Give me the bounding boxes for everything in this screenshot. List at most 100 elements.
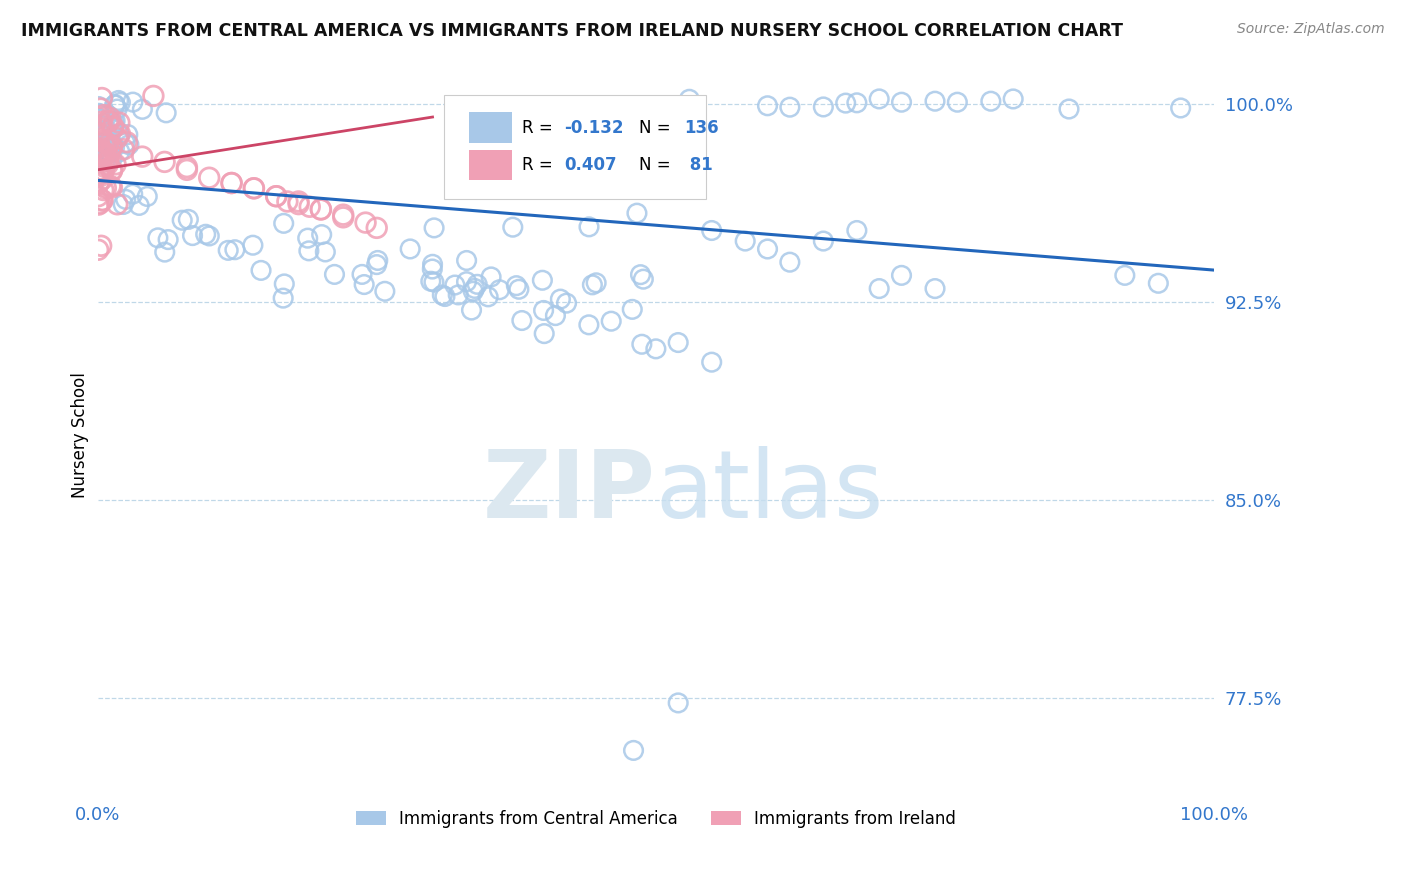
Point	[105, 102, 128, 116]
Bar	[470, 151, 512, 180]
Point	[419, 274, 441, 288]
Point	[447, 288, 470, 302]
Point	[121, 95, 143, 109]
Point	[323, 268, 346, 282]
Point	[868, 92, 890, 106]
Point	[112, 197, 135, 211]
Point	[153, 245, 176, 260]
Point	[444, 278, 467, 293]
Point	[834, 96, 856, 111]
Point	[550, 292, 572, 306]
Point	[477, 290, 499, 304]
Point	[87, 112, 110, 126]
Point	[89, 132, 111, 146]
Point	[510, 313, 533, 327]
Point	[107, 94, 129, 108]
Point	[845, 223, 868, 237]
Point	[432, 288, 454, 302]
Point	[103, 140, 125, 154]
Text: R =: R =	[522, 156, 558, 175]
Point	[97, 157, 120, 171]
Point	[367, 253, 389, 268]
Point	[104, 97, 127, 112]
Point	[87, 99, 110, 113]
Point	[633, 272, 655, 286]
Point	[97, 108, 120, 122]
Point	[314, 244, 336, 259]
Point	[243, 181, 266, 195]
Point	[666, 696, 689, 710]
Point	[287, 194, 309, 209]
Point	[243, 181, 266, 195]
Point	[142, 89, 165, 103]
Point	[221, 176, 243, 190]
Point	[115, 135, 138, 149]
Point	[90, 143, 112, 157]
Point	[90, 136, 112, 151]
Point	[502, 220, 524, 235]
Point	[630, 268, 652, 282]
Text: N =: N =	[640, 156, 676, 175]
Point	[96, 127, 118, 141]
Point	[87, 243, 110, 257]
Point	[644, 342, 666, 356]
Point	[332, 211, 354, 225]
Point	[94, 137, 117, 152]
Point	[578, 318, 600, 332]
Point	[87, 176, 110, 190]
Point	[224, 243, 246, 257]
Text: N =: N =	[640, 119, 676, 136]
Text: 136: 136	[683, 119, 718, 136]
Text: R =: R =	[522, 119, 558, 136]
Point	[264, 189, 287, 203]
Point	[89, 196, 111, 211]
Point	[242, 238, 264, 252]
Point	[177, 212, 200, 227]
Point	[460, 303, 482, 318]
Point	[101, 122, 124, 136]
Point	[172, 213, 194, 227]
Point	[96, 125, 118, 139]
Point	[114, 136, 136, 150]
Point	[128, 198, 150, 212]
Point	[505, 278, 527, 293]
Y-axis label: Nursery School: Nursery School	[72, 372, 89, 498]
Point	[465, 277, 488, 292]
Point	[91, 134, 114, 148]
Point	[276, 194, 298, 209]
Point	[734, 234, 756, 248]
Point	[250, 263, 273, 277]
Point	[181, 228, 204, 243]
Point	[273, 216, 295, 230]
Point	[271, 291, 294, 305]
Point	[87, 197, 110, 211]
Point	[90, 239, 112, 253]
Text: atlas: atlas	[655, 446, 884, 538]
Point	[217, 244, 239, 258]
Point	[779, 100, 801, 114]
Point	[353, 277, 375, 292]
Point	[422, 257, 444, 271]
Point	[100, 179, 122, 194]
Point	[93, 108, 115, 122]
Point	[700, 355, 723, 369]
Point	[700, 223, 723, 237]
Point	[508, 282, 530, 296]
Point	[93, 163, 115, 178]
Point	[578, 219, 600, 234]
Point	[581, 277, 603, 292]
Point	[423, 275, 446, 289]
Point	[157, 233, 180, 247]
Point	[101, 139, 124, 153]
Point	[108, 116, 131, 130]
Point	[194, 227, 217, 242]
Point	[94, 181, 117, 195]
Point	[311, 227, 333, 242]
Point	[433, 289, 456, 303]
Point	[533, 326, 555, 341]
Point	[104, 98, 127, 112]
Point	[97, 146, 120, 161]
Point	[98, 111, 121, 125]
Point	[890, 95, 912, 110]
Point	[121, 187, 143, 202]
